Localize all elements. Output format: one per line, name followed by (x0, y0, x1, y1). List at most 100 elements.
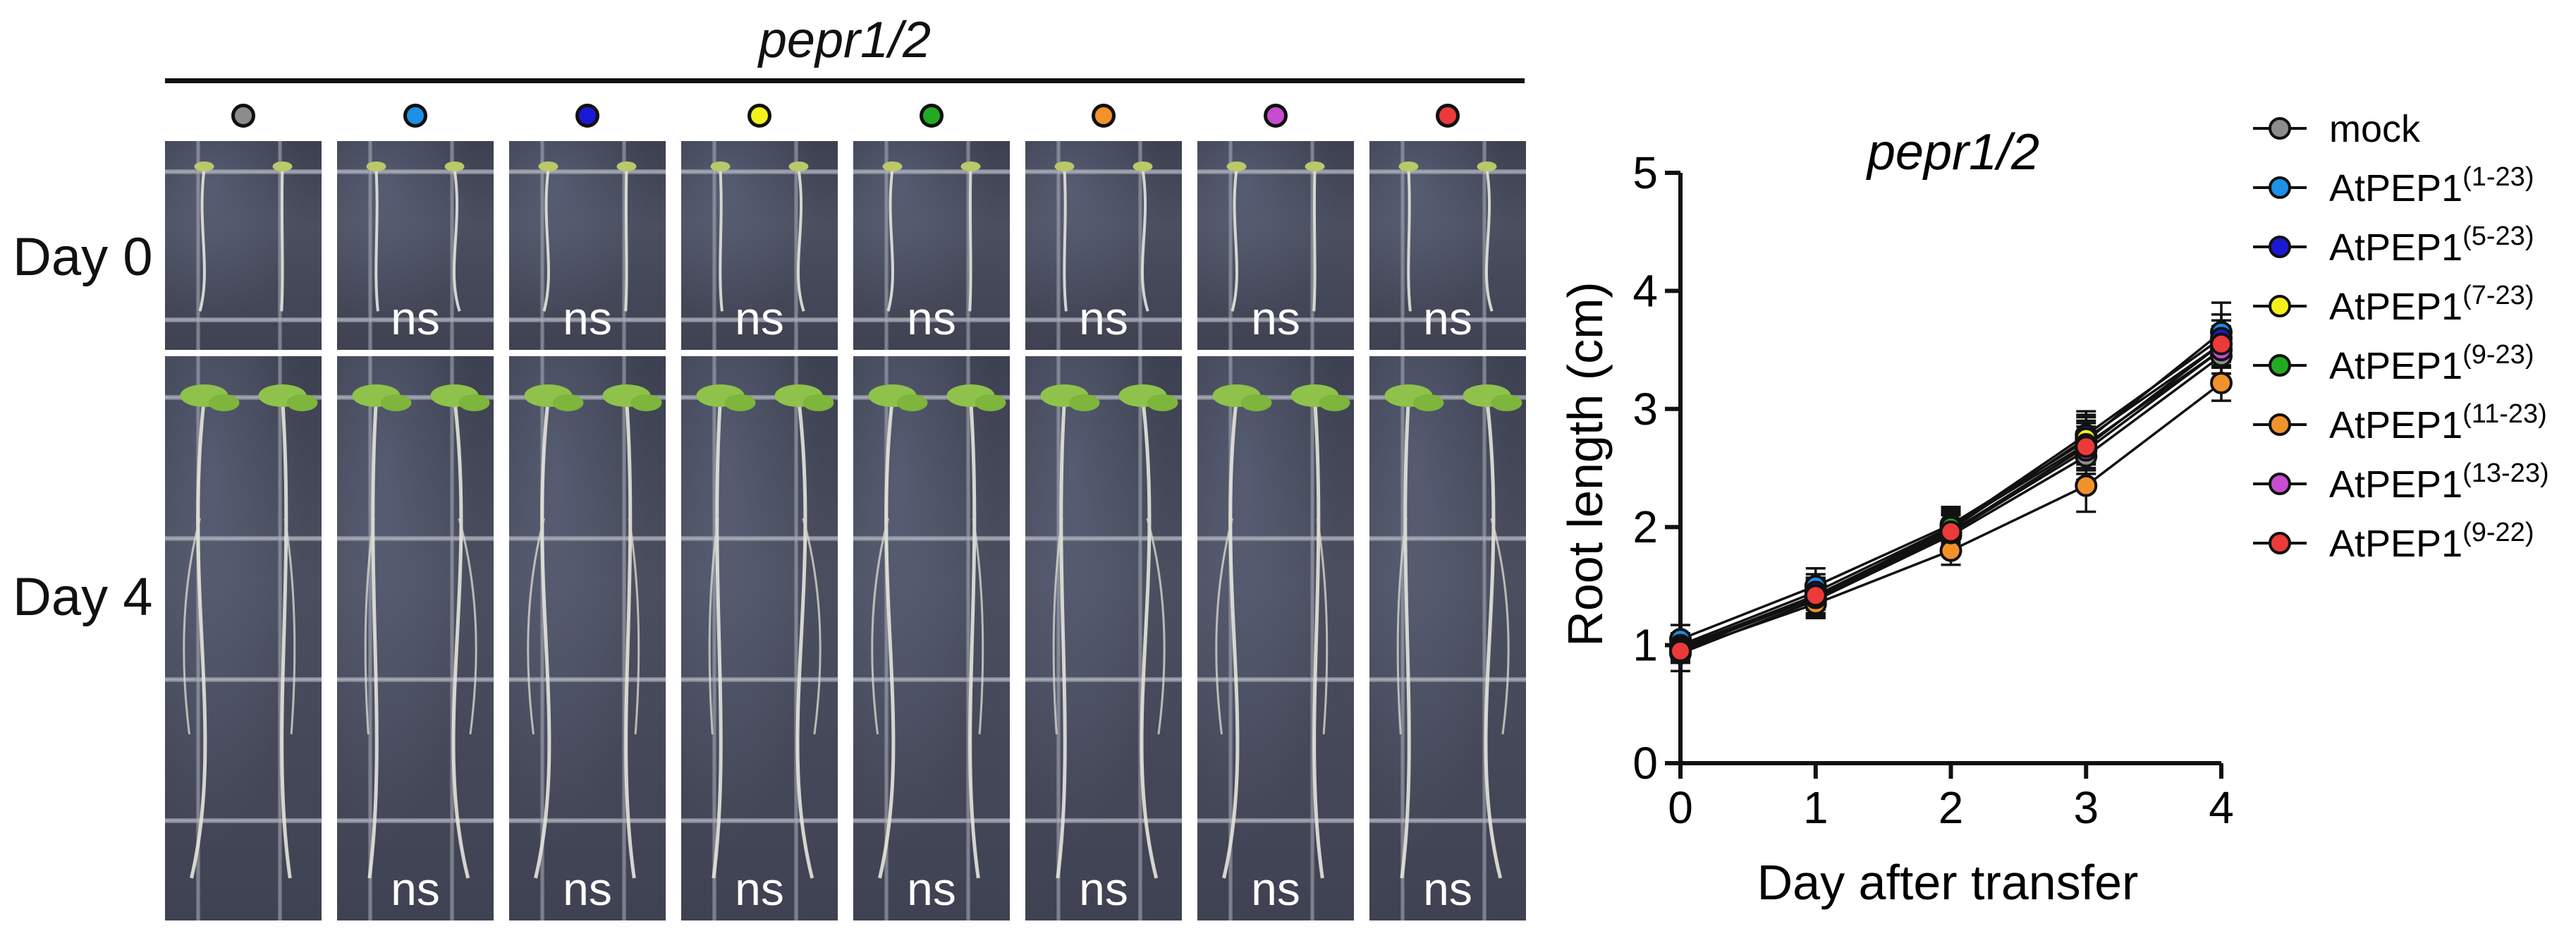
significance-label: ns (563, 292, 612, 344)
legend-entry-base: AtPEP1 (2329, 226, 2462, 269)
treatment-marker-dot (1092, 104, 1116, 128)
seedling-photo-day4: ns (853, 356, 1010, 920)
significance-label: ns (391, 863, 440, 915)
seedling-photo-day4 (165, 356, 322, 920)
data-point (2210, 371, 2233, 394)
significance-label: ns (907, 863, 956, 915)
chart-axes: 0 1 2 3 4 5 0 1 2 3 4 (1632, 147, 2233, 833)
y-tick-label: 3 (1632, 384, 1658, 434)
legend-entry-base: AtPEP1 (2329, 167, 2462, 209)
row-label-day4: Day 4 (13, 567, 153, 627)
significance-label: ns (1251, 292, 1300, 344)
significance-label: ns (1423, 292, 1472, 344)
legend-entry: AtPEP1(7-23) (2329, 281, 2534, 328)
series-line (1680, 343, 2223, 652)
legend-marker (2269, 532, 2291, 554)
data-point (2075, 435, 2098, 458)
x-tick-label: 3 (2073, 782, 2099, 833)
data-point (2210, 332, 2233, 355)
chart-title: pepr1/2 (1866, 124, 2039, 181)
seedling-photo-day4: ns (681, 356, 838, 920)
legend-marker (2269, 117, 2291, 140)
treatment-marker-dot (747, 104, 771, 128)
legend-entry-base: AtPEP1 (2329, 404, 2462, 446)
y-tick-label: 1 (1632, 620, 1658, 671)
legend-marker (2269, 295, 2291, 317)
seedling-photo-day0: ns (1369, 141, 1526, 350)
treatment-marker-dot (920, 104, 944, 128)
x-tick-label: 4 (2209, 782, 2234, 833)
legend-entry-base: AtPEP1 (2329, 286, 2462, 328)
legend-entry-range: (7-23) (2462, 281, 2534, 310)
chart-legend: mockAtPEP1(1-23)AtPEP1(5-23)AtPEP1(7-23)… (2253, 108, 2549, 565)
x-tick-label: 1 (1803, 782, 1829, 833)
legend-entry-range: (1-23) (2462, 162, 2534, 192)
legend-entry-range: (5-23) (2462, 221, 2534, 251)
legend-entry-range: (11-23) (2462, 399, 2547, 429)
y-axis-title: Root length (cm) (1558, 281, 1613, 646)
significance-label: ns (1423, 863, 1472, 915)
seedling-photo-day0: ns (337, 141, 494, 350)
treatment-marker-dot (575, 104, 599, 128)
legend-marker (2269, 473, 2291, 495)
legend-entry: AtPEP1(1-23) (2329, 162, 2534, 209)
treatment-marker-dot (1436, 104, 1460, 128)
legend-entry: AtPEP1(11-23) (2329, 399, 2547, 446)
row-label-day0: Day 0 (13, 227, 153, 287)
seedling-photo-day4: ns (1369, 356, 1526, 920)
legend-marker (2269, 176, 2291, 199)
legend-entry: mock (2329, 108, 2421, 150)
seedling-photo-day0: ns (1197, 141, 1354, 350)
genotype-bracket-line (165, 78, 1525, 83)
data-point (1939, 520, 1962, 543)
significance-label: ns (391, 292, 440, 344)
series-line (1680, 343, 2223, 649)
legend-entry: AtPEP1(13-23) (2329, 458, 2549, 506)
legend-entry-base: AtPEP1 (2329, 345, 2462, 387)
significance-label: ns (1079, 863, 1128, 915)
legend-entry-base: AtPEP1 (2329, 523, 2462, 565)
legend-marker (2269, 236, 2291, 258)
seedling-photo-day4: ns (1197, 356, 1354, 920)
y-tick-label: 5 (1632, 147, 1658, 198)
x-tick-label: 0 (1668, 782, 1693, 833)
legend-entry: AtPEP1(5-23) (2329, 221, 2534, 269)
significance-label: ns (563, 863, 612, 915)
legend-entry-range: (13-23) (2462, 458, 2549, 488)
y-tick-label: 4 (1632, 265, 1658, 316)
y-tick-label: 2 (1632, 502, 1658, 552)
legend-entry-range: (9-22) (2462, 518, 2534, 547)
y-tick-label: 0 (1632, 738, 1658, 789)
seedling-photo-day0: ns (853, 141, 1010, 350)
seedling-photo-day0: ns (1025, 141, 1182, 350)
series-line (1680, 331, 2223, 640)
treatment-marker-dot (403, 104, 427, 128)
legend-entry: AtPEP1(9-23) (2329, 340, 2534, 387)
significance-label: ns (735, 863, 784, 915)
legend-marker (2269, 413, 2291, 436)
seedling-photo-day4: ns (337, 356, 494, 920)
legend-entry-base: AtPEP1 (2329, 463, 2462, 506)
treatment-marker-dot (1264, 104, 1288, 128)
seedling-photo-day0 (165, 141, 322, 350)
legend-entry: AtPEP1(9-22) (2329, 518, 2534, 565)
significance-label: ns (907, 292, 956, 344)
genotype-title: pepr1/2 (758, 12, 932, 68)
significance-label: ns (735, 292, 784, 344)
seedling-photo-day4: ns (1025, 356, 1182, 920)
significance-label: ns (1251, 863, 1300, 915)
legend-entry-range: (9-23) (2462, 340, 2534, 370)
series-line (1680, 336, 2223, 647)
seedling-photo-day0: ns (681, 141, 838, 350)
seedling-photo-day4: ns (509, 356, 666, 920)
x-axis-title: Day after transfer (1757, 855, 2139, 910)
x-tick-label: 2 (1939, 782, 1964, 833)
significance-label: ns (1079, 292, 1128, 344)
data-point (1804, 584, 1827, 607)
data-point (2075, 474, 2098, 497)
data-point (1669, 639, 1692, 662)
treatment-marker-dot (231, 104, 255, 128)
legend-marker (2269, 354, 2291, 377)
